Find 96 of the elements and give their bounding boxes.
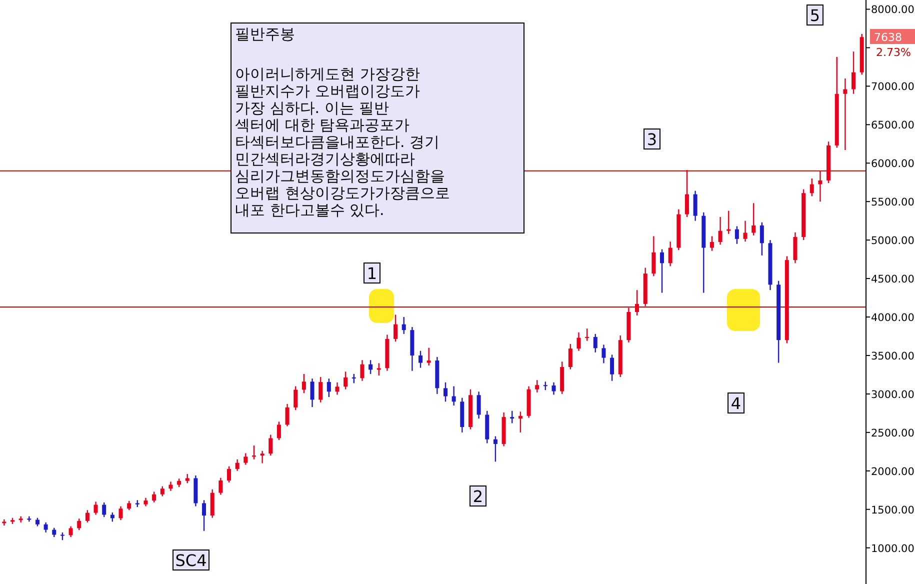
candlestick xyxy=(610,354,614,382)
text: 2.73% xyxy=(876,46,911,59)
candlestick xyxy=(710,236,714,252)
candlestick xyxy=(360,359,364,382)
candlestick xyxy=(218,477,223,496)
candlestick xyxy=(160,486,164,497)
y-tick-label: 1500.00 xyxy=(871,504,914,516)
candlestick xyxy=(44,522,48,534)
annotation: 4 xyxy=(730,394,742,413)
candlestick xyxy=(668,241,672,267)
y-tick-label: 1000.00 xyxy=(871,542,914,555)
candlestick xyxy=(276,421,281,441)
candlestick xyxy=(352,373,356,384)
candlestick xyxy=(202,500,206,532)
text: 필반주봉 xyxy=(235,25,295,43)
candlestick xyxy=(652,236,656,277)
candlestick xyxy=(344,371,348,390)
candlestick xyxy=(585,328,590,342)
y-tick-label: 6000.00 xyxy=(871,158,914,170)
candlestick xyxy=(635,289,640,316)
candlestick xyxy=(335,382,340,396)
candlestick xyxy=(760,222,764,256)
candlestick xyxy=(302,373,306,394)
candlestick xyxy=(476,391,481,420)
candlestick xyxy=(68,526,73,538)
y-tick-label: 5500.00 xyxy=(871,196,914,209)
candlestick xyxy=(102,502,106,518)
candlestick xyxy=(2,518,6,526)
annotation: 2 xyxy=(472,487,484,506)
candlestick xyxy=(318,376,323,404)
candlestick xyxy=(394,314,398,342)
candlestick xyxy=(684,169,689,218)
candlestick xyxy=(244,452,248,466)
y-tick-label: 8000.00 xyxy=(871,4,914,16)
candlestick xyxy=(426,347,431,366)
candlestick xyxy=(718,216,722,246)
text: 7638 xyxy=(874,31,902,44)
candlestick xyxy=(843,78,848,151)
candlestick xyxy=(268,434,273,456)
candlestick xyxy=(18,516,23,524)
candlestick xyxy=(660,248,664,294)
y-tick-label: 2000.00 xyxy=(871,466,914,478)
candlestick xyxy=(326,378,331,398)
candlestick xyxy=(77,518,82,531)
y-tick-label: 2500.00 xyxy=(871,427,914,440)
y-tick-label: 4500.00 xyxy=(871,274,914,286)
candlestick xyxy=(602,344,606,364)
annotation: 1 xyxy=(366,264,378,283)
candlestick xyxy=(402,316,406,335)
candlestick xyxy=(734,226,739,245)
annotation: SC4 xyxy=(175,551,207,570)
candlestick xyxy=(310,378,314,408)
annotation: 5 xyxy=(810,6,820,25)
y-tick-label: 5000.00 xyxy=(871,235,914,248)
candlestick xyxy=(793,232,798,264)
candlestick xyxy=(368,359,373,375)
candlestick xyxy=(185,473,190,484)
candlestick xyxy=(576,332,581,352)
candlestick xyxy=(452,386,456,406)
candlestick xyxy=(726,210,731,235)
y-tick-label: 3000.00 xyxy=(871,388,914,401)
candlestick xyxy=(443,382,448,402)
candlestick xyxy=(152,491,156,504)
candlestick xyxy=(376,362,381,376)
candlestick xyxy=(418,350,423,368)
candlestick xyxy=(168,481,173,492)
candlestick xyxy=(235,458,240,472)
candlestick xyxy=(493,436,498,462)
candlestick xyxy=(118,506,123,521)
candlestick xyxy=(127,500,132,511)
text: 아이러니하게도현 가장강한 필반지수가 오버랩이강도가 가장 심하다. 이는 필반 섹터에 대한 탐욕과공포가 타섹터보다큼을내포한다. 경기 민간섹터라경기상황에따라 심리가그변동함의정도가심함을 오버랩 현상이강도가가장큼으로 내포 한다고볼수 있다. xyxy=(235,65,450,219)
y-tick-label: 4000.00 xyxy=(871,312,914,324)
candlestick xyxy=(285,403,290,427)
candlestick xyxy=(518,411,522,434)
candlestick xyxy=(94,501,98,516)
y-tick-label: 3500.00 xyxy=(871,350,914,362)
candlestick xyxy=(552,382,556,396)
candlestick xyxy=(52,527,56,538)
candlestick xyxy=(852,50,856,94)
candlestick xyxy=(568,343,572,370)
candlestick xyxy=(226,466,231,484)
y-tick-label: 7000.00 xyxy=(871,81,914,94)
y-tick-label: 6500.00 xyxy=(871,120,914,132)
candlestick xyxy=(294,386,298,411)
candlestick xyxy=(260,450,264,464)
annotation: 3 xyxy=(646,130,658,149)
candlestick xyxy=(693,190,698,222)
candlestick xyxy=(818,170,822,202)
candlestick xyxy=(752,202,756,236)
candlestick xyxy=(810,178,814,197)
candlestick xyxy=(743,220,748,242)
candlestick xyxy=(535,380,540,394)
candlestick xyxy=(210,488,214,518)
candlestick xyxy=(85,510,90,524)
candlestick xyxy=(510,410,514,424)
candlestick xyxy=(593,333,598,353)
